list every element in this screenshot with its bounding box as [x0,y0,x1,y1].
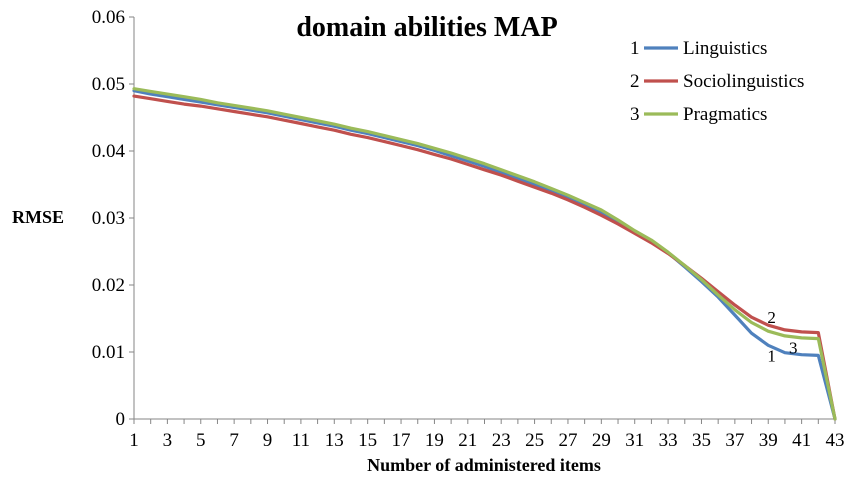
legend-marker-3: 3 [630,104,640,125]
x-tick-label: 33 [659,430,678,451]
x-tick-label: 11 [292,430,310,451]
x-tick-label: 29 [592,430,611,451]
axes: 00.010.020.030.040.050.061 3 5 7 9 11 13 15 17 19… [92,7,845,451]
x-tick-label: 15 [358,430,377,451]
y-tick-label: 0.04 [92,141,126,162]
x-tick-label: 21 [458,430,477,451]
y-tick-label: 0.05 [92,74,125,95]
legend: 1 Linguistics 2 Sociolinguistics 3 Pragmatics [630,38,804,125]
x-tick-label: 13 [325,430,344,451]
x-tick-label: 39 [759,430,778,451]
series-line-linguistics [132,89,837,421]
x-tick-label: 35 [692,430,711,451]
legend-label-sociolinguistics: Sociolinguistics [683,71,804,92]
series-line-pragmatics [132,87,837,421]
x-tick-label: 9 [263,430,273,451]
y-tick-label: 0.02 [92,275,125,296]
legend-marker-1: 1 [630,38,640,59]
legend-label-linguistics: Linguistics [683,38,767,59]
x-tick-label: 17 [392,430,411,451]
x-tick-label: 1 [129,430,139,451]
y-axis-label: RMSE [12,207,64,227]
curve-annotation-3: 3 [789,338,798,357]
x-tick-label: 23 [492,430,511,451]
chart-title: domain abilities MAP [296,12,557,43]
y-tick-label: 0.01 [92,342,125,363]
series-line-sociolinguistics [132,94,837,421]
legend-label-pragmatics: Pragmatics [683,104,767,125]
x-tick-label: 25 [525,430,544,451]
y-tick-label: 0.03 [92,208,125,229]
curve-annotation-1: 1 [767,346,776,365]
x-tick-label: 27 [558,430,577,451]
legend-marker-2: 2 [630,71,640,92]
annotation-layer: 1 23 [767,308,797,365]
y-tick-label: 0 [116,409,126,430]
curve-annotation-2: 2 [767,308,776,327]
y-tick-label: 0.06 [92,7,125,28]
x-tick-label: 19 [425,430,444,451]
x-tick-label: 37 [725,430,744,451]
x-tick-label: 7 [229,430,239,451]
x-axis-label: Number of administered items [367,455,601,475]
x-tick-label: 31 [625,430,644,451]
x-tick-label: 5 [196,430,206,451]
series-layer [132,87,837,421]
x-tick-label: 41 [792,430,811,451]
x-tick-label: 43 [826,430,845,451]
x-tick-label: 3 [163,430,173,451]
